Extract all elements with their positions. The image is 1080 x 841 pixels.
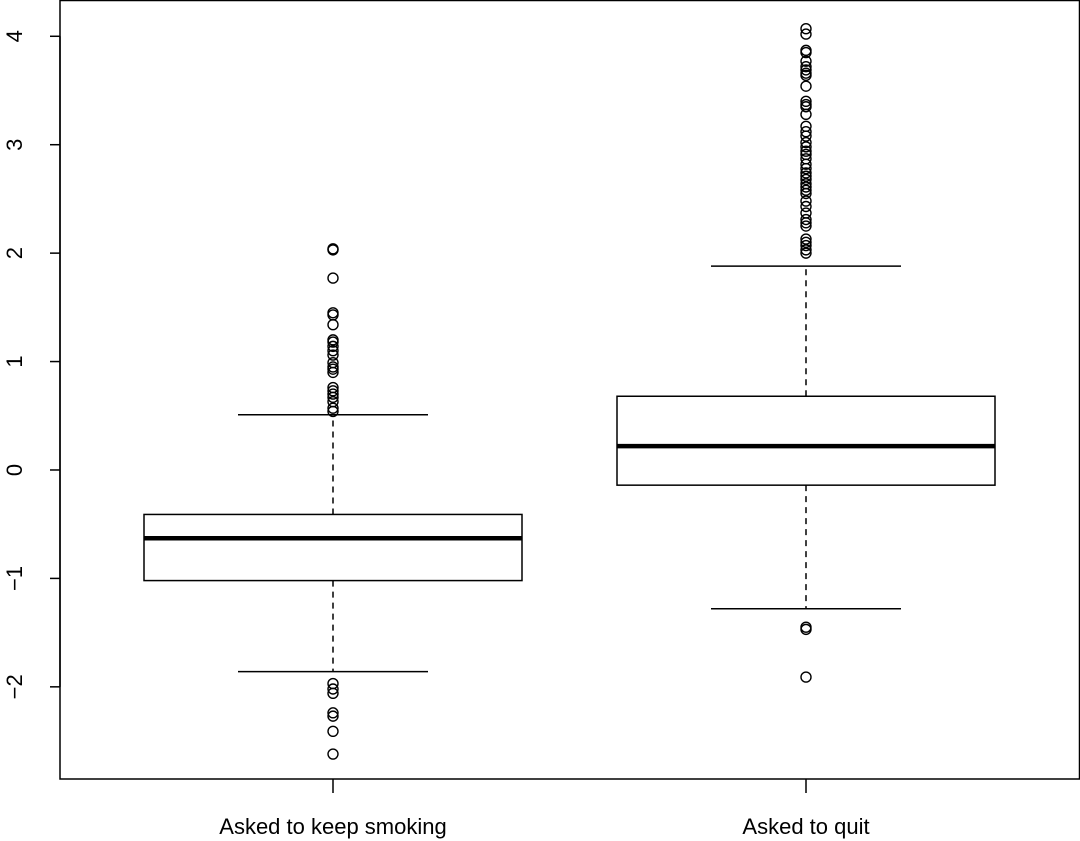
outlier-point (327, 363, 339, 375)
outlier-point (800, 80, 812, 92)
outlier-point (800, 671, 812, 683)
box-group (143, 243, 523, 760)
y-axis: −2 −1 0 1 2 3 4 (2, 30, 61, 699)
iqr-box (143, 513, 523, 582)
outlier-point (800, 108, 812, 121)
outlier-point (800, 46, 812, 59)
outlier-point (800, 173, 812, 186)
outlier-point (800, 213, 812, 226)
outlier-point (327, 707, 339, 719)
outlier-point (800, 136, 812, 149)
y-tick-label: 3 (2, 139, 27, 151)
outlier-point (800, 167, 812, 179)
outlier-point (327, 391, 339, 404)
outlier-point (327, 748, 339, 760)
y-tick-label: 0 (2, 464, 27, 476)
outlier-point (800, 145, 812, 157)
outlier-point (800, 220, 812, 232)
y-tick-label: −2 (2, 674, 27, 699)
boxes (143, 22, 996, 760)
outlier-point (800, 162, 812, 175)
outlier-point (800, 55, 812, 67)
outlier-point (800, 69, 812, 82)
outlier-point (800, 60, 812, 73)
outlier-point (327, 402, 339, 414)
outlier-point (800, 22, 812, 35)
outlier-point (327, 405, 339, 418)
y-tick-label: 1 (2, 355, 27, 367)
outlier-point (800, 28, 812, 40)
outlier-point (327, 388, 339, 400)
outlier-point (800, 125, 812, 138)
outlier-point (800, 170, 812, 182)
outlier-point (800, 184, 812, 196)
y-tick-label: 4 (2, 30, 27, 42)
outlier-point (800, 623, 812, 636)
y-tick-label: −1 (2, 566, 27, 591)
outlier-point (327, 725, 339, 737)
outlier-point (327, 345, 339, 357)
outlier-point (327, 385, 339, 397)
outlier-point (800, 239, 812, 252)
outlier-point (800, 181, 812, 193)
outlier-point (327, 687, 339, 700)
outlier-point (327, 366, 339, 379)
outlier-point (800, 130, 812, 142)
y-tick-label: 2 (2, 247, 27, 259)
outlier-point (327, 683, 339, 695)
outlier-point (800, 95, 812, 108)
outlier-point (327, 318, 339, 331)
outlier-point (800, 101, 812, 113)
x-tick-label: Asked to keep smoking (219, 814, 446, 839)
outlier-point (327, 336, 339, 348)
outlier-point (327, 272, 339, 284)
outlier-point (800, 195, 812, 207)
plot-frame (59, 0, 1080, 780)
outlier-point (800, 244, 812, 256)
outlier-point (800, 233, 812, 245)
outlier-point (800, 64, 812, 76)
outlier-point (327, 244, 339, 256)
outlier-point (327, 349, 339, 361)
outlier-point (800, 236, 812, 248)
outlier-point (800, 187, 812, 200)
x-tick-label: Asked to quit (742, 814, 869, 839)
outlier-point (800, 200, 812, 213)
box-group (616, 22, 996, 683)
outlier-point (800, 217, 812, 229)
iqr-box (616, 395, 996, 486)
outlier-point (800, 141, 812, 153)
outlier-point (327, 710, 339, 722)
outlier-point (800, 247, 812, 259)
outlier-point (327, 340, 339, 353)
x-axis: Asked to keep smoking Asked to quit (219, 779, 870, 839)
outlier-point (800, 158, 812, 170)
